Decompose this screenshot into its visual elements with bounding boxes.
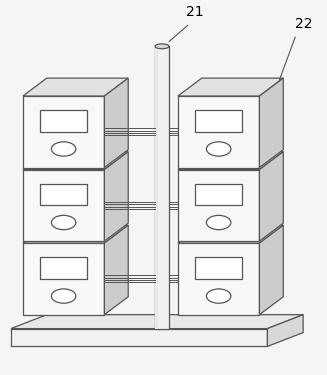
Polygon shape	[267, 315, 303, 346]
Polygon shape	[178, 225, 283, 243]
Polygon shape	[104, 152, 128, 241]
Ellipse shape	[206, 215, 231, 229]
Polygon shape	[11, 328, 267, 346]
Polygon shape	[178, 78, 283, 96]
Polygon shape	[155, 46, 169, 328]
Polygon shape	[23, 96, 104, 168]
Text: 21: 21	[186, 4, 204, 18]
Polygon shape	[178, 170, 259, 241]
Ellipse shape	[206, 289, 231, 303]
Polygon shape	[23, 225, 128, 243]
Ellipse shape	[51, 215, 76, 229]
Polygon shape	[23, 243, 104, 315]
Polygon shape	[23, 152, 128, 170]
Polygon shape	[259, 225, 283, 315]
Text: 22: 22	[295, 17, 313, 32]
Polygon shape	[40, 110, 87, 132]
Polygon shape	[40, 257, 87, 279]
Polygon shape	[155, 46, 158, 328]
Polygon shape	[104, 78, 128, 168]
Polygon shape	[11, 315, 303, 328]
Polygon shape	[178, 96, 259, 168]
Ellipse shape	[51, 289, 76, 303]
Ellipse shape	[51, 142, 76, 156]
Polygon shape	[259, 152, 283, 241]
Polygon shape	[178, 243, 259, 315]
Polygon shape	[40, 184, 87, 206]
Polygon shape	[104, 225, 128, 315]
Polygon shape	[23, 170, 104, 241]
Polygon shape	[259, 78, 283, 168]
Polygon shape	[195, 184, 242, 206]
Ellipse shape	[206, 142, 231, 156]
Polygon shape	[23, 78, 128, 96]
Polygon shape	[178, 152, 283, 170]
Polygon shape	[195, 257, 242, 279]
Ellipse shape	[155, 44, 169, 49]
Polygon shape	[195, 110, 242, 132]
